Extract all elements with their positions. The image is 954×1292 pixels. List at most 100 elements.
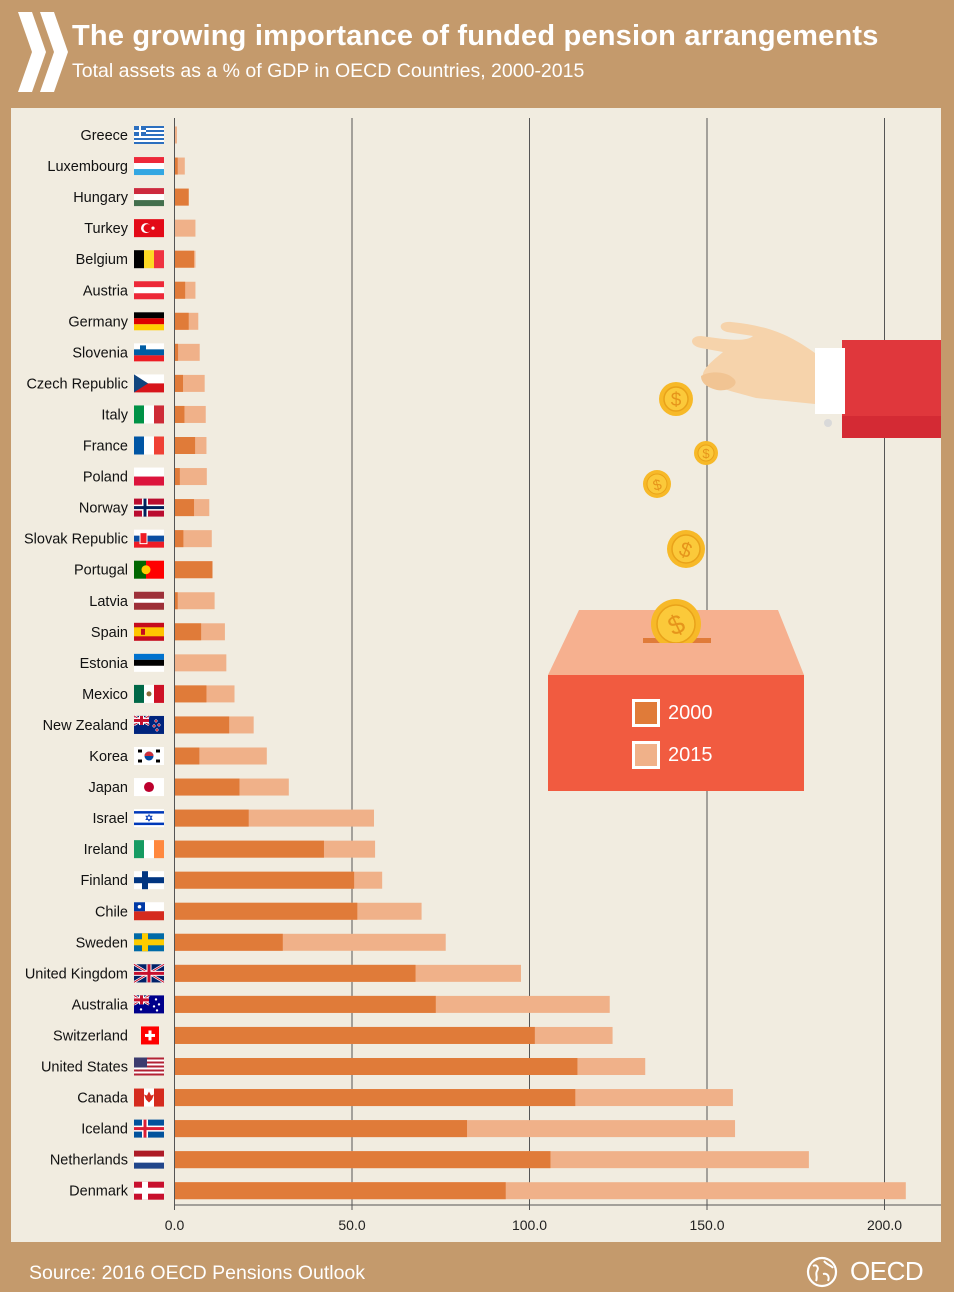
country-label-switzerland: Switzerland [53,1028,128,1044]
bar-2000-slovak-republic [174,530,184,548]
x-tick-label: 100.0 [512,1217,547,1233]
flag-czech-republic-icon [134,374,164,393]
bar-2000-slovenia [174,343,179,361]
bar-2000-poland [174,468,180,486]
flag-ireland-icon [134,840,164,859]
bar-2000-luxembourg [174,157,178,175]
bar-2000-netherlands [174,1151,551,1169]
country-label-japan: Japan [88,780,128,796]
svg-text:$: $ [671,390,682,411]
bar-2015-estonia [174,654,227,672]
bar-2000-germany [174,312,189,330]
flag-korea-icon [134,747,164,765]
bar-2000-latvia [174,592,178,610]
country-label-germany: Germany [68,314,128,330]
bar-2000-denmark [174,1182,506,1200]
x-tick-label: 150.0 [689,1217,724,1233]
flag-finland-icon [134,871,164,890]
bar-2000-switzerland [174,1026,535,1044]
flag-italy-icon [134,405,164,424]
country-label-austria: Austria [83,283,129,299]
flag-mexico-icon [134,684,164,703]
country-label-chile: Chile [95,904,128,920]
svg-text:$: $ [702,446,710,461]
flag-portugal-icon [134,560,164,579]
bar-2000-new-zealand [174,716,230,734]
chart-legend: 2000 2015 [548,675,804,791]
flag-greece-icon [134,126,164,144]
country-label-spain: Spain [91,625,128,641]
bar-2015-slovenia [174,343,200,361]
x-tick-label: 50.0 [338,1217,365,1233]
oecd-chevrons-logo [18,12,68,92]
bar-2000-australia [174,995,436,1013]
bar-2000-austria [174,281,186,299]
flag-australia-icon [133,994,164,1014]
country-label-ireland: Ireland [84,842,128,858]
country-label-iceland: Iceland [81,1122,128,1138]
flag-austria-icon [134,281,164,300]
flag-chile-icon [134,902,164,921]
country-label-poland: Poland [83,470,128,486]
flag-luxembourg-icon [134,157,164,176]
x-tick-label: 0.0 [165,1217,185,1233]
country-label-slovenia: Slovenia [72,345,129,361]
country-label-united-states: United States [41,1060,128,1076]
country-label-korea: Korea [89,749,129,765]
bar-2000-united-states [174,1058,578,1075]
bar-2000-united-kingdom [174,964,416,982]
legend-label-2015: 2015 [668,744,713,766]
bar-2000-sweden [174,933,283,951]
bar-2000-japan [174,778,240,796]
country-label-mexico: Mexico [82,687,128,703]
x-tick-label: 200.0 [867,1217,902,1233]
bar-2015-poland [174,468,207,486]
bar-2015-turkey [174,219,196,237]
flag-iceland-icon [134,1119,164,1138]
chart-panel: Greece Luxembourg Hungary Turkey Belgium Aust… [11,108,941,1242]
flag-canada-icon [134,1088,164,1107]
country-label-israel: Israel [93,811,128,827]
bar-2000-mexico [174,685,207,703]
country-label-finland: Finland [80,873,128,889]
country-label-belgium: Belgium [76,252,128,268]
bar-2000-finland [174,871,355,889]
chart-bars [174,126,906,1200]
flag-poland-icon [134,467,164,486]
oecd-brand: OECD [850,1256,924,1286]
bar-2000-iceland [174,1120,468,1138]
country-label-luxembourg: Luxembourg [47,159,128,175]
bar-2015-greece [174,126,177,144]
flag-estonia-icon [134,653,164,672]
flag-netherlands-icon [134,1150,164,1169]
legend-label-2000: 2000 [668,702,713,724]
bar-2015-luxembourg [174,157,185,175]
bar-2000-france [174,437,196,454]
flag-israel-icon [134,809,164,828]
coin-icon: $ [694,441,718,465]
flag-belgium-icon [134,250,164,269]
hand-illustration [692,321,941,438]
country-label-hungary: Hungary [73,190,129,206]
globe-icon [806,1256,838,1288]
coin-icon: $ [667,530,705,568]
chart-labels: Greece Luxembourg Hungary Turkey Belgium Aust… [24,128,129,1200]
oecd-logo: OECD [806,1254,926,1288]
chart-flags [133,126,165,1200]
country-label-new-zealand: New Zealand [43,718,128,734]
bar-2000-belgium [174,250,195,268]
country-label-estonia: Estonia [80,656,129,672]
bar-2000-korea [174,747,200,765]
country-label-czech-republic: Czech Republic [26,376,128,392]
bar-2000-ireland [174,840,324,858]
flag-germany-icon [134,312,164,331]
coin-icon: $ [643,470,671,498]
bar-2000-italy [174,405,185,423]
bar-2015-latvia [174,592,215,610]
flag-japan-icon [134,778,164,797]
bar-2015-slovak-republic [174,530,212,548]
flag-denmark-icon [134,1181,164,1200]
flag-new-zealand-icon [133,714,164,734]
country-label-slovak-republic: Slovak Republic [24,532,128,548]
country-label-latvia: Latvia [89,594,129,610]
